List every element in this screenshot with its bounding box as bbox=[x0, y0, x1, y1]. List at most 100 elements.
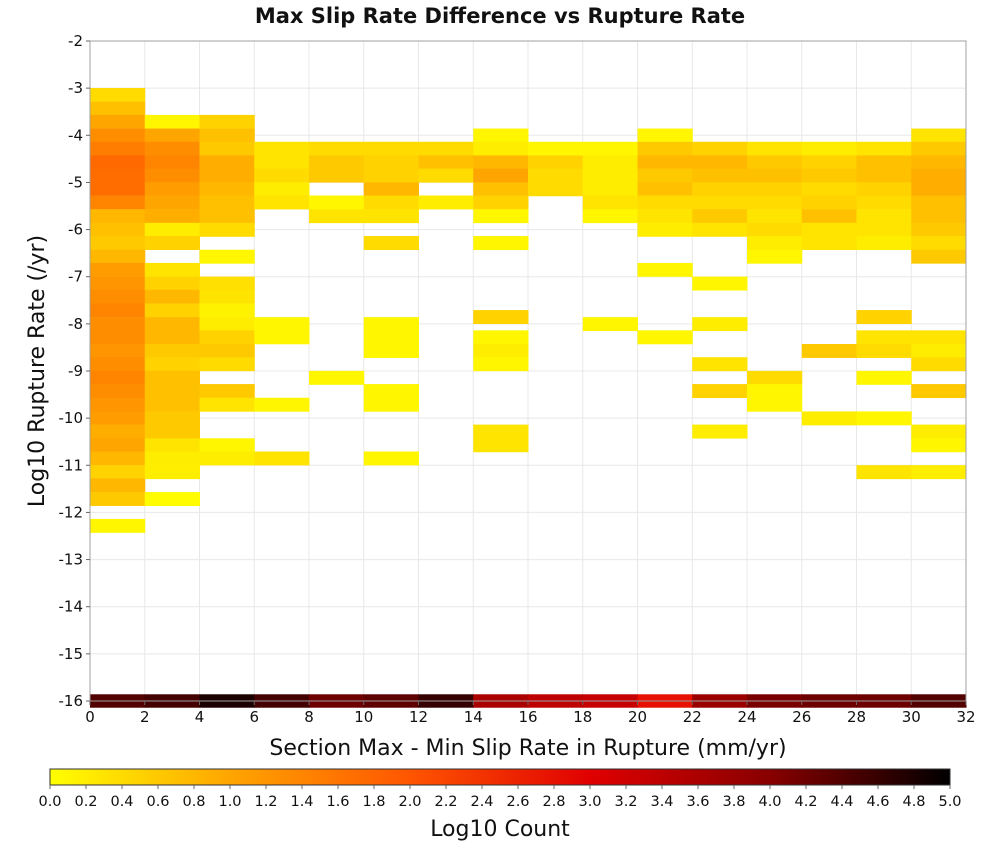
colorbar-tick-label: 0.4 bbox=[110, 794, 133, 810]
heatmap-cell bbox=[90, 357, 146, 372]
colorbar-tick-label: 3.2 bbox=[614, 794, 637, 810]
x-axis-label: Section Max - Min Slip Rate in Rupture (… bbox=[269, 736, 786, 761]
heatmap-cell bbox=[199, 195, 255, 210]
heatmap-cell bbox=[90, 101, 146, 116]
heatmap-cell bbox=[144, 492, 200, 506]
y-tick-label: -10 bbox=[59, 409, 84, 427]
heatmap-cell bbox=[911, 155, 967, 170]
heatmap-cell bbox=[637, 182, 693, 197]
heatmap-cell bbox=[856, 141, 912, 156]
heatmap-cell bbox=[90, 114, 146, 129]
heatmap-cell bbox=[144, 114, 200, 129]
heatmap-cell bbox=[90, 411, 146, 426]
heatmap-cell bbox=[637, 330, 693, 345]
heatmap-cell bbox=[418, 141, 474, 156]
heatmap-cell bbox=[747, 249, 803, 264]
heatmap-cell bbox=[911, 424, 967, 439]
heatmap-cell bbox=[747, 168, 803, 183]
heatmap-cell bbox=[309, 155, 365, 170]
colorbar-tick-label: 0.2 bbox=[74, 794, 97, 810]
heatmap-cell bbox=[90, 424, 146, 439]
heatmap-cell bbox=[473, 182, 529, 197]
heatmap-cell bbox=[254, 182, 310, 197]
heatmap-cell bbox=[637, 209, 693, 224]
heatmap-cell bbox=[144, 465, 200, 480]
heatmap-cell bbox=[254, 451, 310, 466]
heatmap-cell bbox=[692, 424, 748, 439]
heatmap-cell bbox=[90, 397, 146, 412]
heatmap-cell bbox=[747, 222, 803, 237]
heatmap-cell bbox=[144, 451, 200, 466]
x-tick-label: 8 bbox=[304, 708, 314, 726]
heatmap-cell bbox=[199, 330, 255, 345]
x-tick-label: 2 bbox=[140, 708, 150, 726]
heatmap-cell bbox=[911, 249, 967, 264]
y-tick-label: -12 bbox=[59, 503, 84, 521]
heatmap-cell bbox=[637, 262, 693, 277]
heatmap-cell bbox=[801, 344, 857, 358]
x-tick-label: 10 bbox=[354, 708, 373, 726]
heatmap-cell bbox=[473, 330, 529, 345]
heatmap-cell bbox=[144, 182, 200, 197]
heatmap-cell bbox=[144, 424, 200, 439]
colorbar-tick-label: 3.4 bbox=[650, 794, 673, 810]
heatmap-cell bbox=[199, 289, 255, 304]
heatmap-cell bbox=[90, 384, 146, 399]
x-tick-label: 22 bbox=[683, 708, 702, 726]
heatmap-cell bbox=[856, 182, 912, 197]
heatmap-cell bbox=[90, 195, 146, 210]
heatmap-cell bbox=[637, 168, 693, 183]
heatmap-cell bbox=[637, 128, 693, 143]
heatmap-cell bbox=[911, 128, 967, 143]
heatmap-cell bbox=[199, 249, 255, 264]
y-tick-label: -16 bbox=[59, 692, 84, 710]
heatmap-cell bbox=[747, 370, 803, 385]
heatmap-cells bbox=[90, 88, 967, 708]
heatmap-cell bbox=[692, 276, 748, 291]
heatmap-cell bbox=[528, 168, 584, 183]
heatmap-cell bbox=[911, 384, 967, 399]
colorbar-tick-label: 2.2 bbox=[434, 794, 457, 810]
heatmap-cell bbox=[199, 222, 255, 237]
colorbar bbox=[49, 768, 951, 786]
heatmap-cell bbox=[418, 195, 474, 210]
heatmap-cell bbox=[199, 168, 255, 183]
heatmap-cell bbox=[528, 155, 584, 170]
heatmap-cell bbox=[911, 438, 967, 453]
x-tick-label: 28 bbox=[847, 708, 866, 726]
x-tick-label: 4 bbox=[195, 708, 205, 726]
x-tick-label: 0 bbox=[85, 708, 95, 726]
colorbar-tick-label: 2.8 bbox=[542, 794, 565, 810]
heatmap-cell bbox=[90, 249, 146, 264]
heatmap-cell bbox=[692, 182, 748, 197]
heatmap-cell bbox=[692, 357, 748, 372]
heatmap-cell bbox=[309, 168, 365, 183]
heatmap-cell bbox=[90, 330, 146, 345]
heatmap-cell bbox=[856, 411, 912, 426]
heatmap-cell bbox=[90, 262, 146, 277]
heatmap-cell bbox=[582, 141, 638, 156]
heatmap-cell bbox=[199, 276, 255, 291]
heatmap-cell bbox=[90, 303, 146, 318]
heatmap-cell bbox=[144, 236, 200, 250]
colorbar-tick-label: 3.8 bbox=[722, 794, 745, 810]
heatmap-cell bbox=[801, 155, 857, 170]
heatmap-cell bbox=[911, 168, 967, 183]
heatmap-cell bbox=[90, 88, 146, 102]
heatmap-cell bbox=[911, 357, 967, 372]
heatmap-cell bbox=[911, 195, 967, 210]
heatmap-cell bbox=[418, 155, 474, 170]
heatmap-cell bbox=[144, 397, 200, 412]
heatmap-cell bbox=[582, 195, 638, 210]
heatmap-cell bbox=[363, 384, 419, 399]
y-tick-label: -9 bbox=[68, 362, 83, 380]
heatmap-cell bbox=[144, 262, 200, 277]
heatmap-cell bbox=[90, 182, 146, 197]
heatmap-cell bbox=[911, 236, 967, 250]
heatmap-cell bbox=[473, 128, 529, 143]
y-tick-label: -2 bbox=[68, 32, 83, 50]
heatmap-cell bbox=[199, 397, 255, 412]
heatmap-cell bbox=[144, 317, 200, 332]
heatmap-cell bbox=[90, 289, 146, 304]
heatmap-cell bbox=[363, 182, 419, 197]
